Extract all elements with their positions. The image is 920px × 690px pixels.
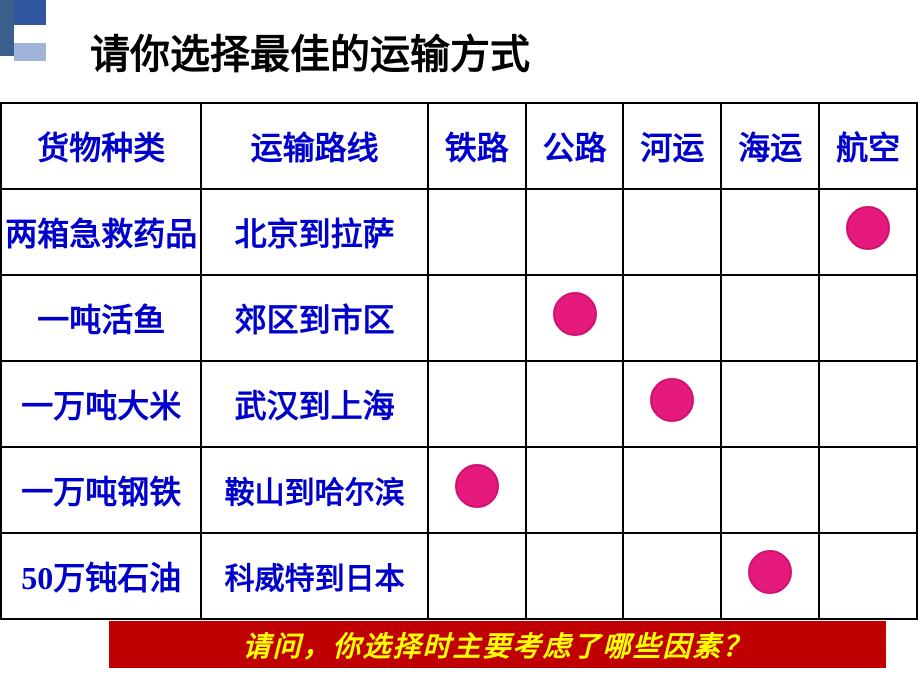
border-wrap — [14, 0, 46, 61]
selection-cell — [819, 275, 917, 361]
table-row: 50万钝石油 科威特到日本 — [1, 533, 917, 619]
selection-cell — [819, 447, 917, 533]
route-cell: 郊区到市区 — [201, 275, 427, 361]
selection-cell — [526, 189, 624, 275]
cargo-cell: 一万吨大米 — [1, 361, 201, 447]
table-row: 两箱急救药品 北京到拉萨 — [1, 189, 917, 275]
page-title: 请你选择最佳的运输方式 — [90, 22, 530, 80]
header-cargo: 货物种类 — [1, 103, 201, 189]
border-block — [14, 0, 46, 25]
selection-cell — [428, 533, 526, 619]
route-cell: 武汉到上海 — [201, 361, 427, 447]
route-cell: 北京到拉萨 — [201, 189, 427, 275]
header-rail: 铁路 — [428, 103, 526, 189]
selection-dot — [650, 378, 694, 422]
selection-dot — [455, 464, 499, 508]
selection-cell — [526, 361, 624, 447]
selection-cell — [721, 533, 819, 619]
selection-cell — [819, 361, 917, 447]
cargo-cell: 50万钝石油 — [1, 533, 201, 619]
selection-cell — [623, 189, 721, 275]
route-cell: 科威特到日本 — [201, 533, 427, 619]
cargo-cell: 一吨活鱼 — [1, 275, 201, 361]
decorative-left-border — [0, 0, 14, 56]
table-header-row: 货物种类 运输路线 铁路 公路 河运 海运 航空 — [1, 103, 917, 189]
selection-cell — [721, 361, 819, 447]
selection-dot — [846, 206, 890, 250]
route-cell: 鞍山到哈尔滨 — [201, 447, 427, 533]
selection-cell — [428, 189, 526, 275]
selection-cell — [526, 275, 624, 361]
selection-cell — [623, 275, 721, 361]
selection-cell — [623, 447, 721, 533]
border-block — [0, 0, 14, 56]
selection-cell — [819, 189, 917, 275]
selection-cell — [428, 361, 526, 447]
header-air: 航空 — [819, 103, 917, 189]
table-row: 一万吨钢铁 鞍山到哈尔滨 — [1, 447, 917, 533]
selection-cell — [721, 189, 819, 275]
selection-cell — [428, 447, 526, 533]
selection-cell — [526, 533, 624, 619]
selection-cell — [721, 447, 819, 533]
selection-cell — [526, 447, 624, 533]
table-row: 一万吨大米 武汉到上海 — [1, 361, 917, 447]
selection-cell — [623, 361, 721, 447]
footer-text: 请问，你选择时主要考虑了哪些因素？ — [242, 625, 752, 665]
header-route: 运输路线 — [201, 103, 427, 189]
footer-banner: 请问，你选择时主要考虑了哪些因素？ — [109, 621, 886, 668]
selection-cell — [428, 275, 526, 361]
cargo-cell: 两箱急救药品 — [1, 189, 201, 275]
selection-dot — [748, 550, 792, 594]
header-road: 公路 — [526, 103, 624, 189]
cargo-cell: 一万吨钢铁 — [1, 447, 201, 533]
header-river: 河运 — [623, 103, 721, 189]
selection-cell — [623, 533, 721, 619]
selection-dot — [553, 292, 597, 336]
header-sea: 海运 — [721, 103, 819, 189]
selection-cell — [819, 533, 917, 619]
table-row: 一吨活鱼 郊区到市区 — [1, 275, 917, 361]
border-block — [14, 43, 46, 61]
transport-table: 货物种类 运输路线 铁路 公路 河运 海运 航空 两箱急救药品 北京到拉萨 一吨… — [0, 102, 918, 620]
selection-cell — [721, 275, 819, 361]
